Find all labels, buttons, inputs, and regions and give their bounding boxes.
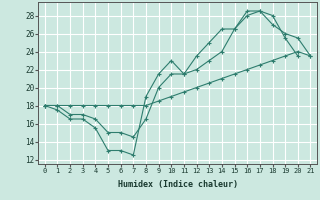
X-axis label: Humidex (Indice chaleur): Humidex (Indice chaleur) (118, 180, 238, 189)
